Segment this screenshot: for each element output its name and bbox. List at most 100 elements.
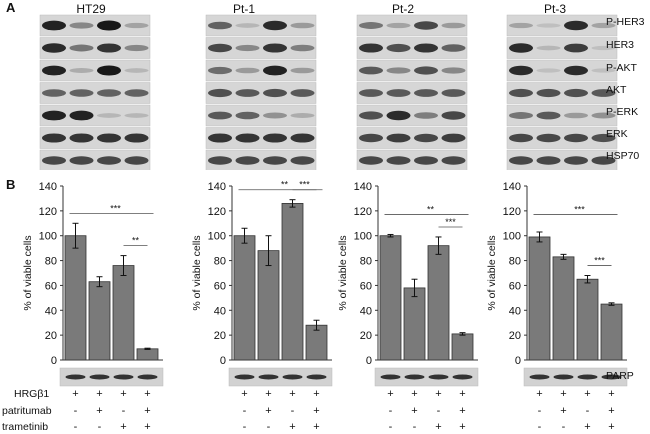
blot-band	[263, 133, 287, 143]
blot-band	[69, 68, 94, 73]
blot-band	[124, 22, 149, 29]
treatment-sign: +	[459, 405, 466, 417]
blot-strip	[506, 37, 618, 59]
blot-label-her3: HER3	[606, 39, 635, 51]
blot-band	[69, 110, 94, 121]
blot-band	[591, 133, 616, 143]
parp-band	[428, 374, 449, 380]
treatment-sign: +	[96, 405, 103, 417]
treatment-sign: -	[388, 405, 393, 417]
treatment-sign: +	[560, 405, 567, 417]
treatment-sign: -	[121, 405, 126, 417]
blot-band	[124, 44, 149, 52]
blot-band	[414, 43, 438, 53]
blot-band	[235, 89, 260, 97]
bar	[88, 281, 111, 361]
treatment-sign: +	[265, 388, 272, 400]
parp-blot-strip	[523, 367, 628, 387]
blot-band	[290, 22, 315, 29]
y-tick-label: 0	[366, 355, 372, 367]
blot-strip	[205, 104, 317, 127]
y-axis-label: % of viable cells	[191, 235, 203, 310]
y-tick-label: 140	[39, 181, 57, 193]
blot-band	[42, 133, 66, 143]
condition-title: Pt-3	[543, 2, 566, 16]
blot-band	[441, 133, 466, 143]
y-tick-label: 80	[509, 256, 521, 268]
treatment-sign: +	[536, 388, 543, 400]
treatment-sign: +	[72, 388, 79, 400]
blot-band	[208, 43, 232, 53]
panel-b-letter: B	[6, 177, 16, 192]
treatment-sign: +	[289, 421, 296, 433]
treatment-sign: +	[584, 388, 591, 400]
blot-band	[97, 113, 121, 118]
parp-band	[113, 374, 134, 380]
blot-band	[42, 110, 66, 121]
significance-label: **	[427, 205, 435, 215]
condition-title: HT29	[76, 2, 106, 16]
blot-band	[263, 112, 287, 119]
blot-band	[124, 133, 149, 143]
blot-band	[386, 22, 411, 29]
parp-band	[553, 374, 574, 380]
treatment-sign: +	[560, 388, 567, 400]
blot-band	[414, 133, 438, 143]
blot-label-p-her3: P-HER3	[606, 16, 645, 28]
parp-band	[529, 374, 550, 380]
y-tick-label: 20	[360, 330, 372, 342]
y-tick-label: 60	[45, 280, 57, 292]
treatment-sign: +	[459, 421, 466, 433]
blot-band	[235, 23, 260, 28]
treatment-sign: -	[585, 405, 590, 417]
blot-band	[591, 156, 616, 165]
treatment-sign: +	[411, 405, 418, 417]
significance-label: ***	[445, 217, 456, 227]
parp-blot-strip	[374, 367, 479, 387]
blot-label-parp: PARP	[606, 370, 634, 382]
parp-band	[234, 374, 255, 380]
blot-strip	[506, 14, 618, 37]
significance-label: ***	[594, 256, 605, 266]
treatment-label-hrg: HRGβ1	[14, 388, 50, 400]
blot-label-p-erk: P-ERK	[606, 106, 639, 118]
bar	[403, 287, 426, 361]
blot-band	[42, 43, 66, 53]
blot-band	[97, 133, 121, 143]
y-tick-label: 20	[214, 330, 226, 342]
y-tick-label: 60	[360, 280, 372, 292]
significance-label: ***	[299, 180, 310, 190]
treatment-sign: +	[144, 421, 151, 433]
blot-band	[441, 89, 466, 97]
parp-band	[258, 374, 279, 380]
bar	[136, 348, 159, 361]
treatment-label-patritumab: patritumab	[2, 405, 52, 417]
blot-band	[235, 156, 260, 165]
treatment-sign: -	[97, 421, 102, 433]
blot-band	[359, 22, 383, 29]
parp-blot-strip	[59, 367, 164, 387]
blot-label-erk: ERK	[606, 128, 628, 140]
bar	[552, 256, 575, 361]
treatment-sign: +	[435, 388, 442, 400]
treatment-sign: -	[537, 405, 542, 417]
blot-band	[124, 89, 149, 97]
blot-band	[591, 68, 616, 73]
parp-blot-strip	[228, 367, 333, 387]
treatment-sign: -	[290, 405, 295, 417]
blot-band	[509, 22, 533, 29]
treatment-sign: +	[313, 421, 320, 433]
blot-band	[564, 112, 588, 119]
blot-band	[69, 22, 94, 29]
parp-band	[65, 374, 86, 380]
treatment-sign: +	[608, 388, 615, 400]
blot-strip	[356, 37, 468, 59]
blot-band	[263, 20, 287, 31]
treatment-sign: +	[144, 388, 151, 400]
blot-band	[359, 111, 383, 120]
blot-strip	[205, 59, 317, 82]
blot-band	[263, 88, 287, 98]
treatment-sign: +	[241, 388, 248, 400]
y-tick-label: 20	[509, 330, 521, 342]
blot-strip	[356, 82, 468, 104]
